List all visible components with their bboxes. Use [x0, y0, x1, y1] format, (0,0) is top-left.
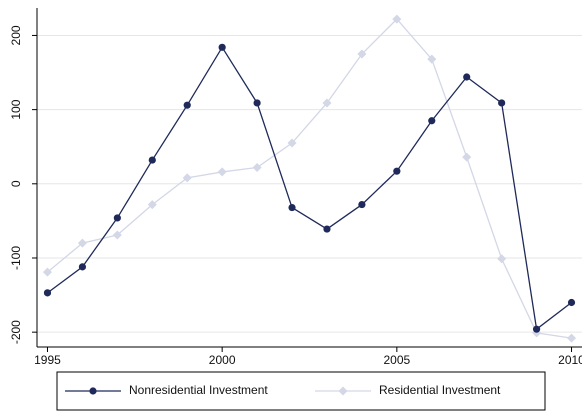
y-tick-label: -100 — [9, 246, 23, 270]
point — [147, 200, 157, 210]
x-tick-label: 2005 — [383, 353, 410, 367]
point — [463, 73, 471, 81]
point — [148, 156, 156, 164]
legend-label: Nonresidential Investment — [129, 383, 268, 397]
point — [217, 167, 227, 177]
point — [428, 117, 436, 125]
y-tick-label: 100 — [9, 99, 23, 119]
point — [253, 99, 261, 107]
x-tick-label: 2010 — [558, 353, 582, 367]
point — [288, 203, 296, 212]
point — [358, 200, 366, 209]
point — [182, 173, 192, 183]
point — [462, 152, 472, 162]
point — [43, 289, 52, 297]
x-tick-label: 2000 — [209, 353, 236, 367]
legend-marker — [89, 387, 97, 395]
point — [183, 101, 191, 109]
point — [497, 254, 507, 264]
point — [252, 162, 262, 172]
point — [42, 267, 52, 277]
point — [567, 298, 576, 307]
point — [393, 167, 401, 175]
point — [498, 99, 506, 107]
point — [323, 225, 331, 233]
y-tick-label: 200 — [9, 25, 23, 45]
legend-box — [56, 371, 546, 411]
point — [77, 238, 87, 248]
y-tick-label: -200 — [9, 320, 23, 344]
point — [78, 263, 87, 271]
y-tick-label: 0 — [9, 180, 23, 187]
series-line — [47, 18, 572, 339]
point — [567, 333, 577, 343]
point — [532, 325, 541, 333]
point — [112, 230, 122, 240]
point — [357, 49, 367, 59]
x-tick-label: 1995 — [34, 353, 61, 367]
point — [427, 54, 437, 64]
point — [113, 214, 121, 222]
series-line — [47, 46, 572, 331]
point — [287, 138, 297, 148]
point — [322, 98, 332, 108]
legend-marker — [338, 386, 348, 396]
point — [392, 14, 402, 24]
legend-label: Residential Investment — [379, 383, 501, 397]
point — [218, 43, 226, 51]
